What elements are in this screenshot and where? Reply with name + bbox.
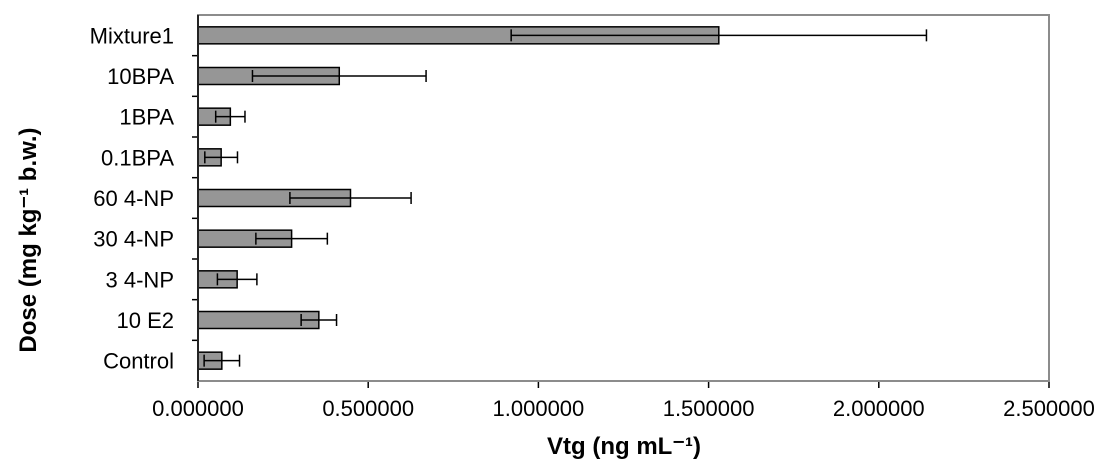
x-tick-label: 2.000000 [833,396,925,421]
x-tick-label: 0.500000 [322,396,414,421]
x-tick-label: 1.500000 [663,396,755,421]
x-tick-label: 1.000000 [493,396,585,421]
x-tick-label: 2.500000 [1003,396,1095,421]
y-tick-label: 10BPA [107,64,174,89]
y-tick-label: Control [103,349,174,374]
bars-layer [197,26,928,370]
y-tick-label: 3 4-NP [106,267,174,292]
y-axis-title: Dose (mg kg⁻¹ b.w.) [15,127,42,352]
ticks-layer: Mixture1 10BPA 1BPA 0.1BPA 60 4-NP 30 4-NP 3 4… [90,23,1095,421]
y-tick-label: 60 4-NP [93,186,174,211]
x-axis-title: Vtg (ng mL⁻¹) [547,433,701,460]
y-tick-label: 0.1BPA [101,145,174,170]
y-tick-label: 1BPA [119,105,174,130]
y-tick-label: 30 4-NP [93,227,174,252]
x-tick-label: 0.000000 [152,396,244,421]
y-tick-label: 10 E2 [117,308,175,333]
y-tick-label: Mixture1 [90,23,174,48]
